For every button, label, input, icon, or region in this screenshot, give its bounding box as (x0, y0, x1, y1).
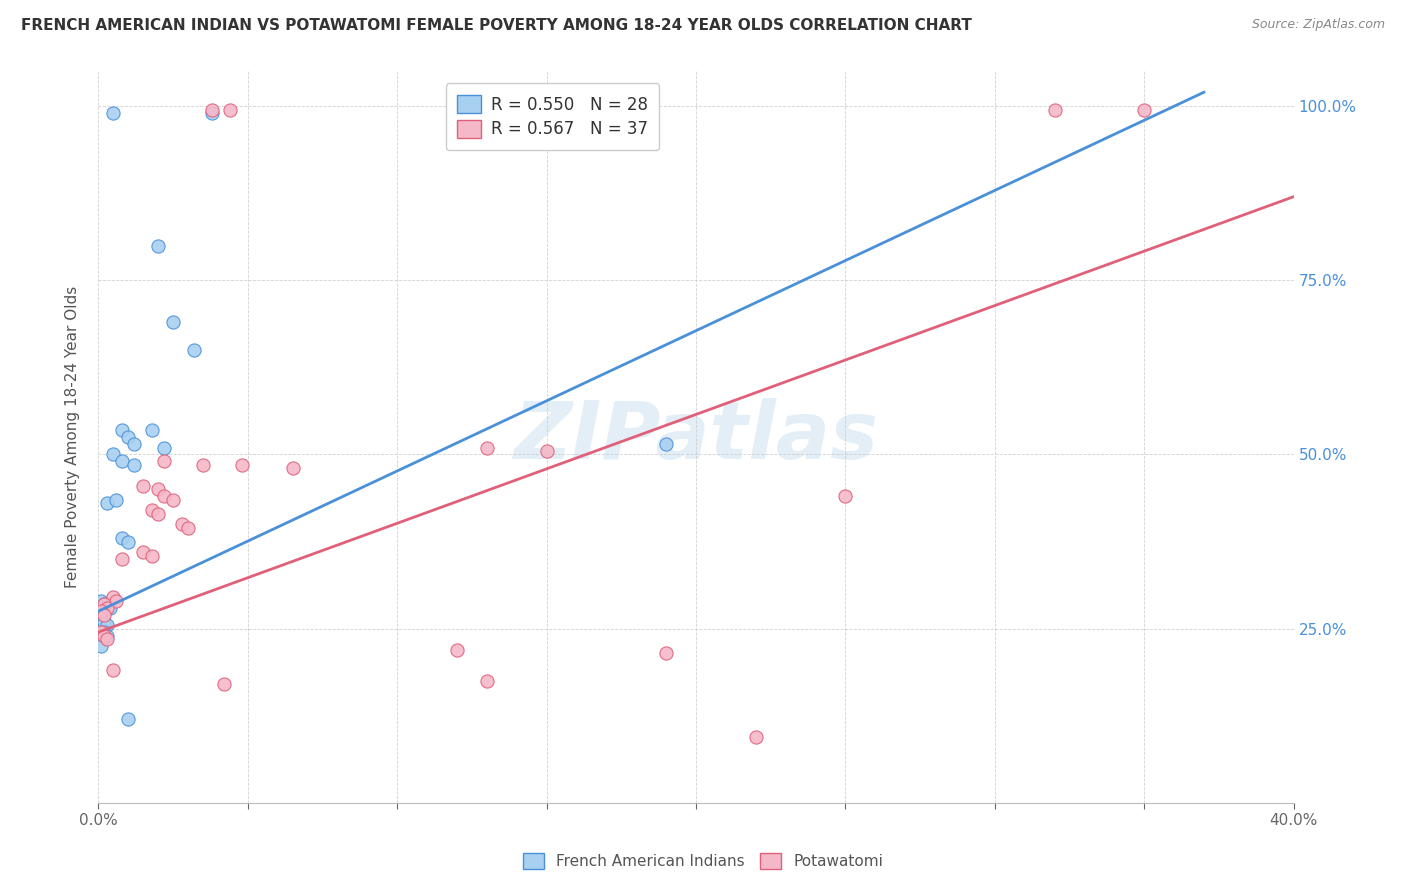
Point (103, 106, 125, 120)
Point (655, 646, 678, 660)
Point (93, 607, 115, 622)
Point (153, 441, 176, 455)
Point (201, 103, 224, 117)
Text: ZIPatlas: ZIPatlas (513, 398, 879, 476)
Point (103, 664, 125, 678)
Point (90, 639, 112, 653)
Point (745, 730, 768, 744)
Point (153, 454, 176, 468)
Point (153, 489, 176, 503)
Point (105, 492, 128, 507)
Legend: French American Indians, Potawatomi: French American Indians, Potawatomi (516, 847, 890, 875)
Point (475, 441, 498, 455)
Point (191, 458, 214, 472)
Point (201, 106, 224, 120)
Point (90, 611, 112, 625)
Point (111, 423, 134, 437)
Point (117, 534, 139, 549)
Legend: R = 0.550   N = 28, R = 0.567   N = 37: R = 0.550 N = 28, R = 0.567 N = 37 (446, 83, 659, 150)
Point (111, 531, 134, 545)
Point (162, 492, 184, 507)
Point (162, 315, 184, 329)
Point (96, 618, 118, 632)
Point (132, 479, 155, 493)
Point (90, 625, 112, 640)
Point (96, 600, 118, 615)
Point (1043, 103, 1066, 117)
Point (148, 507, 170, 521)
Point (90, 604, 112, 618)
Point (98, 600, 122, 615)
Point (124, 437, 146, 451)
Point (111, 552, 134, 566)
Point (96, 496, 118, 510)
Point (172, 517, 194, 532)
Point (132, 545, 155, 559)
Point (93, 597, 115, 611)
Text: FRENCH AMERICAN INDIAN VS POTAWATOMI FEMALE POVERTY AMONG 18-24 YEAR OLDS CORREL: FRENCH AMERICAN INDIAN VS POTAWATOMI FEM… (21, 18, 972, 33)
Point (103, 591, 125, 605)
Point (93, 597, 115, 611)
Point (141, 423, 163, 437)
Point (141, 503, 163, 517)
Point (177, 521, 200, 535)
Point (219, 103, 242, 117)
Point (117, 430, 139, 444)
Point (834, 489, 856, 503)
Point (96, 629, 118, 643)
Point (655, 437, 678, 451)
Point (105, 594, 128, 608)
Point (231, 458, 253, 472)
Point (148, 238, 170, 252)
Point (124, 458, 146, 472)
Point (93, 625, 115, 640)
Point (281, 461, 304, 475)
Point (148, 483, 170, 497)
Y-axis label: Female Poverty Among 18-24 Year Olds: Female Poverty Among 18-24 Year Olds (65, 286, 80, 588)
Point (93, 615, 115, 629)
Point (93, 629, 115, 643)
Point (141, 549, 163, 563)
Point (103, 448, 125, 462)
Text: Source: ZipAtlas.com: Source: ZipAtlas.com (1251, 18, 1385, 31)
Point (96, 632, 118, 646)
Point (117, 712, 139, 726)
Point (90, 594, 112, 608)
Point (446, 642, 468, 657)
Point (111, 454, 134, 468)
Point (1133, 103, 1156, 117)
Point (475, 673, 498, 688)
Point (536, 444, 558, 458)
Point (212, 677, 235, 691)
Point (183, 343, 205, 357)
